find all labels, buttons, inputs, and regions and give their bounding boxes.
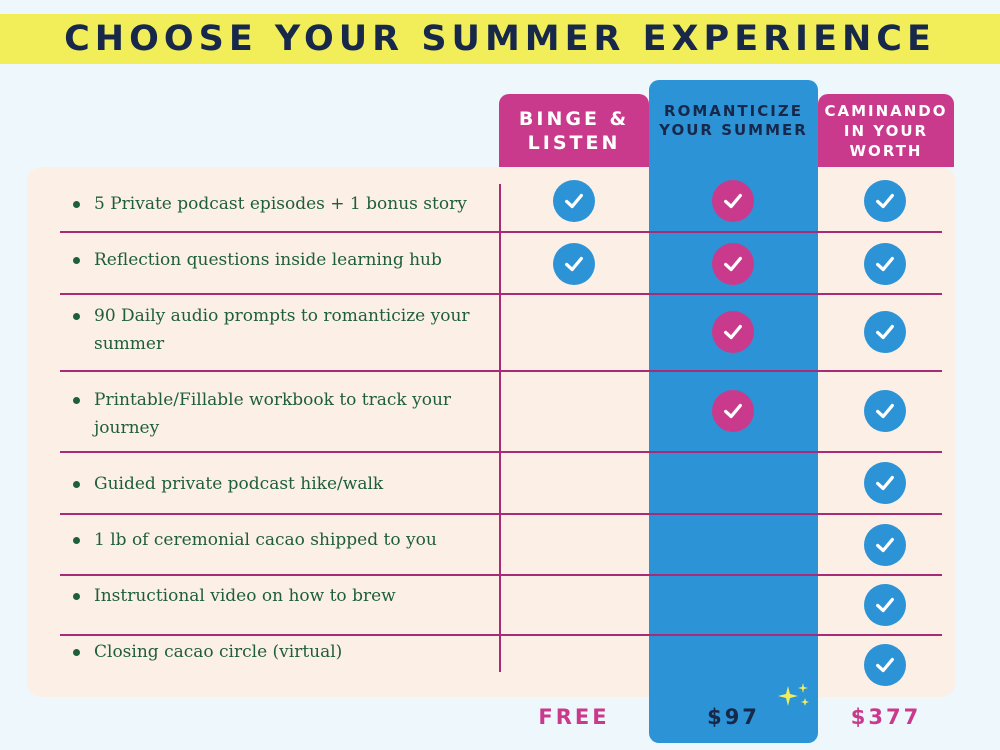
price-binge-listen: FREE [538,705,610,729]
bullet-icon [73,481,80,488]
column-header-romanticize: ROMANTICIZE YOUR SUMMER [659,102,808,139]
row-divider [60,370,942,372]
row-divider [60,513,942,515]
feature-text: 90 Daily audio prompts to romanticize yo… [94,306,470,354]
row-divider [60,634,942,636]
feature-text: 5 Private podcast episodes + 1 bonus sto… [94,194,467,214]
row-divider [60,574,942,576]
column-header-caminando: CAMINANDO IN YOUR WORTH [818,94,954,167]
feature-text: Closing cacao circle (virtual) [94,642,343,662]
check-icon [864,243,906,285]
bullet-icon [73,649,80,656]
check-icon [864,180,906,222]
check-icon [864,462,906,504]
bullet-icon [73,201,80,208]
price-caminando: $377 [850,705,922,729]
feature-text: Reflection questions inside learning hub [94,250,442,270]
check-icon [864,584,906,626]
check-icon [553,180,595,222]
bullet-icon [73,257,80,264]
column-header-binge-listen: BINGE & LISTEN [499,94,649,167]
check-icon [864,644,906,686]
check-icon [864,311,906,353]
feature-text: Printable/Fillable workbook to track you… [94,390,452,438]
feature-text: Instructional video on how to brew [94,586,396,606]
price-romanticize: $97 [707,705,760,729]
bullet-icon [73,593,80,600]
check-icon [864,390,906,432]
check-icon [712,243,754,285]
check-icon [712,390,754,432]
row-divider [60,293,942,295]
bullet-icon [73,397,80,404]
row-divider [60,451,942,453]
check-icon [553,243,595,285]
bullet-icon [73,537,80,544]
bullet-icon [73,313,80,320]
check-icon [712,311,754,353]
check-icon [864,524,906,566]
sparkle-icon [778,683,809,706]
feature-text: Guided private podcast hike/walk [94,474,384,494]
feature-text: 1 lb of ceremonial cacao shipped to you [94,530,437,550]
row-divider [60,231,942,233]
column-divider [499,184,501,672]
page-title: CHOOSE YOUR SUMMER EXPERIENCE [64,19,936,59]
check-icon [712,180,754,222]
title-banner [0,14,1000,64]
